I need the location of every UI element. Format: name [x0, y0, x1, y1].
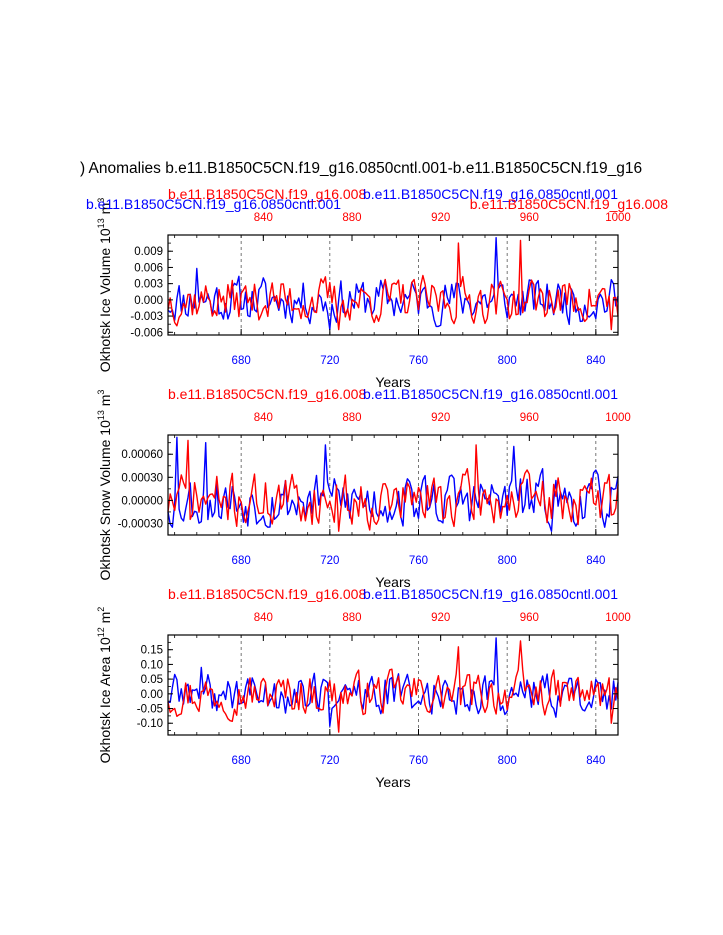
x-tick-label-bottom: 680: [232, 355, 251, 367]
x-tick-label-top: 840: [254, 212, 273, 224]
x-tick-label-top: 1000: [605, 212, 631, 224]
y-tick-label: -0.006: [130, 327, 163, 339]
chart-panel-1: -0.006 -0.003 0.000 0.003 0.006 0.009 680 720 76…: [86, 186, 668, 390]
run-label-right: b.e11.B1850C5CN.f19_g16.0850cntl.001: [363, 386, 618, 402]
x-tick-label-top: 1000: [605, 612, 631, 624]
x-tick-label-top: 960: [520, 412, 539, 424]
x-tick-label-top: 840: [254, 612, 273, 624]
y-tick-label: 0.003: [134, 279, 163, 291]
y-tick-label: 0.009: [134, 246, 163, 258]
y-tick-label: 0.006: [134, 262, 163, 274]
x-axis-label: Years: [375, 574, 410, 590]
x-tick-label-top: 880: [342, 612, 361, 624]
y-axis-label-unit: m: [97, 612, 113, 628]
y-axis-label-unit: m: [97, 203, 113, 219]
x-tick-label-top: 920: [431, 412, 450, 424]
run-label-right-red: b.e11.B1850C5CN.f19_g16.008: [470, 196, 668, 212]
y-tick-label: 0.00060: [121, 449, 163, 461]
series-line-blue: [168, 637, 619, 727]
run-label-right: b.e11.B1850C5CN.f19_g16.0850cntl.001: [363, 186, 618, 202]
x-tick-label-bottom: 840: [586, 755, 605, 767]
series-line-red: [167, 640, 619, 733]
plot-frame: [167, 634, 619, 736]
series-line-red: [167, 439, 619, 532]
x-tick-label-bottom: 720: [320, 355, 339, 367]
y-axis-label-exponent: 13: [96, 410, 106, 420]
x-tick-label-bottom: 720: [320, 555, 339, 567]
x-tick-label-bottom: 800: [498, 355, 517, 367]
plot-frame: [167, 434, 619, 536]
x-tick-label-top: 960: [520, 612, 539, 624]
x-axis-label: Years: [375, 374, 410, 390]
x-tick-label-bottom: 800: [498, 555, 517, 567]
y-tick-label: -0.003: [130, 311, 163, 323]
y-axis-label-text: Okhotsk Ice Volume 10: [97, 228, 113, 372]
plot-frame: [167, 234, 619, 336]
y-axis-label-unit-exponent: 3: [96, 198, 106, 203]
y-tick-label: -0.10: [137, 718, 163, 730]
series-line-red: [167, 239, 619, 331]
y-axis-label-exponent: 12: [96, 627, 106, 637]
y-axis-label: Okhotsk Snow Volume 1013 m3: [96, 390, 113, 581]
y-tick-label: 0.00030: [121, 472, 163, 484]
y-tick-label: -0.00030: [118, 518, 163, 530]
x-tick-label-top: 1000: [605, 412, 631, 424]
y-tick-label: 0.00000: [121, 495, 163, 507]
run-label-left: b.e11.B1850C5CN.f19_g16.008: [168, 586, 366, 602]
x-tick-label-top: 960: [520, 212, 539, 224]
x-tick-label-bottom: 840: [586, 355, 605, 367]
x-tick-label-bottom: 720: [320, 755, 339, 767]
y-tick-label: 0.000: [134, 295, 163, 307]
x-tick-label-bottom: 760: [409, 755, 428, 767]
x-tick-label-bottom: 840: [586, 555, 605, 567]
x-tick-label-bottom: 800: [498, 755, 517, 767]
run-label-left: b.e11.B1850C5CN.f19_g16.008: [168, 186, 366, 202]
run-label-left-blue: b.e11.B1850C5CN.f19_g16.0850cntl.001: [86, 196, 341, 212]
x-tick-label-top: 840: [254, 412, 273, 424]
x-axis-label: Years: [375, 774, 410, 790]
y-tick-label: 0.05: [141, 674, 163, 686]
x-tick-label-bottom: 680: [232, 555, 251, 567]
x-tick-label-bottom: 760: [409, 355, 428, 367]
run-label-right: b.e11.B1850C5CN.f19_g16.0850cntl.001: [363, 586, 618, 602]
y-tick-label: 0.10: [141, 659, 163, 671]
y-tick-label: -0.05: [137, 704, 163, 716]
y-axis-label-unit-exponent: 2: [96, 607, 106, 612]
x-tick-label-top: 880: [342, 412, 361, 424]
x-tick-label-bottom: 680: [232, 755, 251, 767]
x-tick-label-top: 880: [342, 212, 361, 224]
y-axis-label: Okhotsk Ice Volume 1013 m3: [96, 198, 113, 373]
series-line-blue: [167, 236, 619, 331]
x-tick-label-bottom: 760: [409, 555, 428, 567]
y-axis-label-text: Okhotsk Snow Volume 10: [97, 420, 113, 581]
y-tick-label: 0.00: [141, 689, 163, 701]
x-tick-label-top: 920: [431, 612, 450, 624]
chart-panel-2: -0.00030 0.00000 0.00030 0.00060 680 720 760 80…: [96, 386, 631, 590]
y-axis-label: Okhotsk Ice Area 1012 m2: [96, 607, 113, 764]
y-axis-label-unit: m: [97, 395, 113, 411]
chart-panel-3: -0.10 -0.05 0.00 0.05 0.10 0.15 680 720 760 800 84…: [96, 586, 631, 790]
series-line-blue: [167, 436, 619, 532]
y-axis-label-unit-exponent: 3: [96, 390, 106, 395]
run-label-left: b.e11.B1850C5CN.f19_g16.008: [168, 386, 366, 402]
y-axis-label-exponent: 13: [96, 218, 106, 228]
y-axis-label-text: Okhotsk Ice Area 10: [97, 637, 113, 763]
y-tick-label: 0.15: [141, 645, 163, 657]
figure-title: ) Anomalies b.e11.B1850C5CN.f19_g16.0850…: [80, 160, 642, 177]
x-tick-label-top: 920: [431, 212, 450, 224]
